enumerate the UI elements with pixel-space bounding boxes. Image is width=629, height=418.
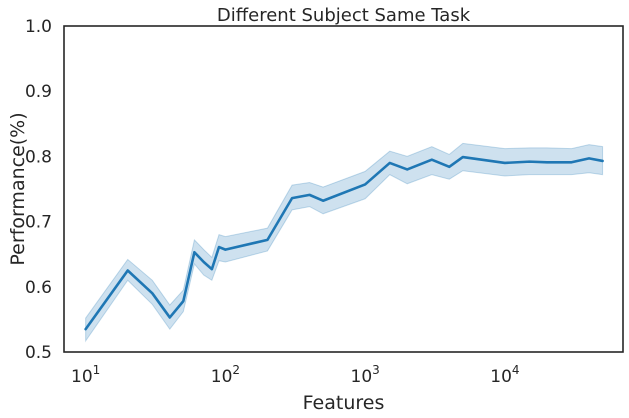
y-tick-label: 0.9: [25, 82, 52, 102]
y-tick-label: 0.5: [25, 343, 52, 363]
series-line-layer: [84, 155, 604, 331]
series-line: [84, 155, 604, 331]
y-tick-labels: 0.5 0.6 0.7 0.8 0.9 1.0: [25, 17, 52, 363]
y-tick-label: 0.6: [25, 278, 52, 298]
plot-background: [64, 26, 623, 352]
chart-title: Different Subject Same Task: [217, 5, 471, 26]
y-tick-label: 0.8: [25, 147, 52, 167]
y-tick-label: 0.7: [25, 213, 52, 233]
x-tick-label: 101: [71, 363, 100, 387]
plot-frame: [63, 25, 624, 353]
x-tick-label: 103: [351, 363, 380, 387]
x-tick-label: 104: [490, 363, 519, 387]
x-tick-label: 102: [211, 363, 240, 387]
y-tick-label: 1.0: [25, 17, 52, 37]
x-tick-labels: 101 102 103 104: [71, 363, 520, 387]
y-axis-label: Performance(%): [7, 112, 29, 265]
x-axis-label: Features: [303, 392, 385, 414]
